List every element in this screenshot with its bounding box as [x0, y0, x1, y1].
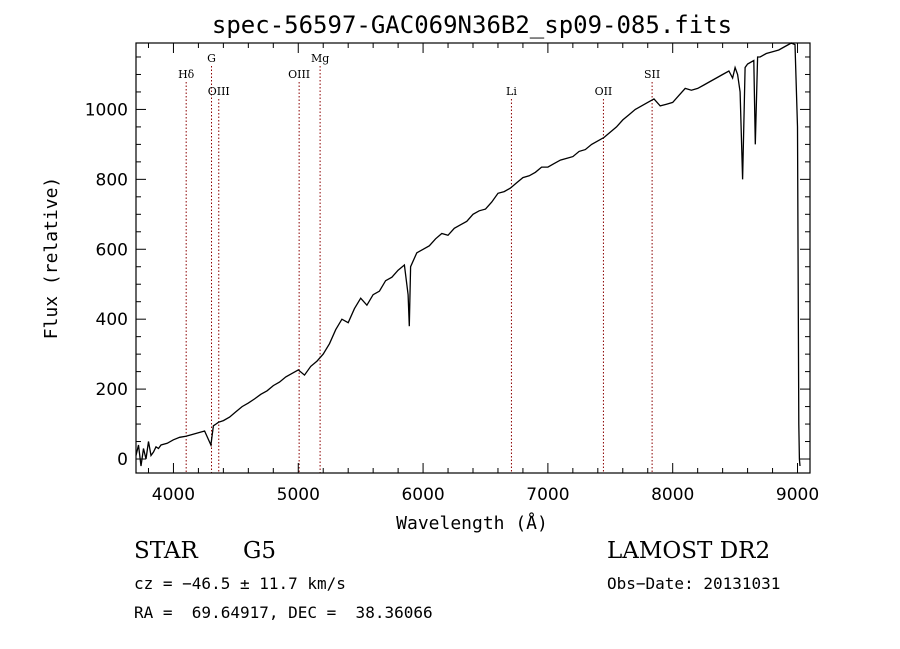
object-subclass: G5 — [243, 538, 277, 564]
line-label-0: Hδ — [178, 68, 195, 81]
y-tick-label: 400 — [96, 310, 128, 330]
object-class: STAR — [134, 538, 198, 564]
y-tick-label: 1000 — [85, 100, 128, 120]
x-axis-label: Wavelength (Å) — [396, 512, 548, 534]
y-tick-label: 800 — [96, 170, 128, 190]
line-label-1: G — [207, 52, 216, 65]
y-axis-ticks: 0 200 400 600 800 1000 — [85, 56, 810, 470]
x-tick-label: 4000 — [152, 485, 195, 505]
plot-frame — [135, 42, 811, 474]
line-label-6: OII — [595, 85, 613, 98]
y-axis-label: Flux (relative) — [41, 177, 62, 340]
spectrum-chart: spec-56597-GAC069N36B2_sp09-085.fits Hδ G… — [41, 11, 819, 534]
chart-title: spec-56597-GAC069N36B2_sp09-085.fits — [212, 11, 732, 39]
x-axis-ticks: 4000 5000 6000 7000 8000 9000 — [147, 43, 819, 505]
line-label-5: Li — [506, 85, 517, 98]
y-tick-label: 200 — [96, 380, 128, 400]
spectrum-series — [135, 42, 801, 467]
observation-date: Obs−Date: 20131031 — [607, 574, 781, 593]
x-tick-label: 6000 — [401, 485, 444, 505]
x-tick-label: 8000 — [651, 485, 694, 505]
x-tick-label: 9000 — [776, 485, 819, 505]
line-label-2: OIII — [208, 85, 230, 98]
line-label-7: SII — [644, 68, 660, 81]
coordinates: RA = 69.64917, DEC = 38.36066 — [134, 603, 433, 622]
line-label-3: OIII — [288, 68, 310, 81]
redshift-velocity: cz = −46.5 ± 11.7 km/s — [134, 574, 346, 593]
x-tick-label: 5000 — [277, 485, 320, 505]
x-tick-label: 7000 — [526, 485, 569, 505]
survey-name: LAMOST DR2 — [607, 538, 771, 564]
y-tick-label: 0 — [117, 450, 128, 470]
line-label-4: Mg — [311, 52, 329, 65]
y-tick-label: 600 — [96, 240, 128, 260]
